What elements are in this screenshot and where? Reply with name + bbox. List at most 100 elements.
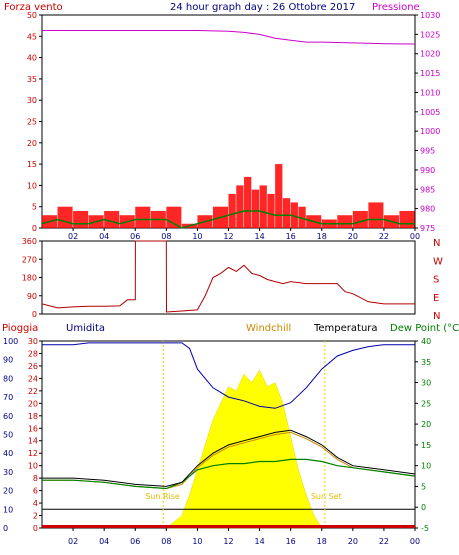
rain-y-tick-label: 8 xyxy=(33,474,38,483)
wind-y-tick-label: 50 xyxy=(27,11,37,20)
rain-y-tick-label: 24 xyxy=(28,374,38,383)
gust-bar xyxy=(104,210,120,228)
rain-y-tick-label: 2 xyxy=(33,512,38,521)
gust-bar xyxy=(282,198,291,228)
wind-x-tick-label: 00 xyxy=(410,232,420,241)
weather-x-tick-label: 10 xyxy=(192,537,202,546)
wind-x-tick-label: 18 xyxy=(317,232,327,241)
weather-x-tick-label: 08 xyxy=(161,537,171,546)
rain-y-tick-label: 28 xyxy=(28,349,38,358)
humidity-y-tick-label: 60 xyxy=(3,412,13,421)
rain-y-tick-label: 20 xyxy=(28,399,38,408)
wind-x-tick-label: 04 xyxy=(99,232,109,241)
gust-bar xyxy=(352,210,368,228)
rain-y-tick-label: 12 xyxy=(28,449,38,458)
solar-radiation-area xyxy=(165,369,323,529)
wind-x-tick-label: 06 xyxy=(130,232,140,241)
wind-y-tick-label: 25 xyxy=(27,118,37,127)
wind-y-tick-label: 15 xyxy=(27,160,37,169)
pressure-line xyxy=(42,30,416,45)
pressure-y-tick-label: 1025 xyxy=(420,30,440,39)
rain-y-tick-label: 18 xyxy=(28,412,38,421)
humidity-axis-title: Umidita xyxy=(66,323,105,334)
rain-y-tick-label: 6 xyxy=(33,487,38,496)
pressure-y-tick-label: 990 xyxy=(420,166,435,175)
wind-x-tick-label: 16 xyxy=(286,232,296,241)
gust-bar xyxy=(259,185,267,228)
gust-bar xyxy=(57,206,73,228)
gust-bar xyxy=(275,164,283,228)
rain-axis-title: Pioggia xyxy=(2,323,38,334)
compass-label: E xyxy=(433,293,439,304)
temp-y-tick-label: 0 xyxy=(421,503,426,512)
temp-y-tick-label: -5 xyxy=(421,524,429,533)
pressure-axis-title: Pressione xyxy=(372,2,420,13)
gust-bar xyxy=(290,202,298,228)
gust-bar xyxy=(135,206,151,228)
gust-bar xyxy=(228,193,236,228)
weather-x-tick-label: 02 xyxy=(68,537,78,546)
rain-y-tick-label: 30 xyxy=(28,337,38,346)
pressure-y-tick-label: 980 xyxy=(420,205,435,214)
panel-direction-frame xyxy=(41,240,416,315)
rain-y-tick-label: 26 xyxy=(28,362,38,371)
temp-y-tick-label: 20 xyxy=(421,420,431,429)
gust-bar xyxy=(73,210,89,228)
direction-y-tick-label: 360 xyxy=(22,237,37,246)
pressure-y-tick-label: 985 xyxy=(420,185,435,194)
wind-axis-title: Forza vento xyxy=(4,2,63,13)
temp-y-tick-label: 30 xyxy=(421,379,431,388)
rain-y-tick-label: 14 xyxy=(28,437,38,446)
rain-y-tick-label: 16 xyxy=(28,424,38,433)
temp-y-tick-label: 40 xyxy=(421,337,431,346)
gust-bar xyxy=(267,193,275,228)
weather-x-tick-label: 20 xyxy=(348,537,358,546)
pressure-y-tick-label: 1010 xyxy=(420,88,440,97)
temperature-legend: Temperatura xyxy=(313,323,378,334)
weather-x-tick-label: 18 xyxy=(317,537,327,546)
wind-x-tick-label: 14 xyxy=(254,232,264,241)
wind-x-tick-label: 20 xyxy=(348,232,358,241)
humidity-y-tick-label: 10 xyxy=(3,505,13,514)
wind-x-tick-label: 10 xyxy=(192,232,202,241)
humidity-y-tick-label: 90 xyxy=(3,356,13,365)
dewpoint-line xyxy=(42,458,416,490)
humidity-y-tick-label: 50 xyxy=(3,431,13,440)
temp-y-tick-label: 10 xyxy=(421,462,431,471)
direction-y-tick-label: 180 xyxy=(22,274,37,283)
rain-y-tick-label: 22 xyxy=(28,387,38,396)
gust-bar xyxy=(298,206,306,228)
pressure-y-tick-label: 1030 xyxy=(420,11,440,20)
weather-x-tick-label: 06 xyxy=(130,537,140,546)
chart-title: 24 hour graph day : 26 Ottobre 2017 xyxy=(170,2,355,13)
gust-bar xyxy=(368,202,384,228)
gust-bar xyxy=(244,176,252,228)
compass-label: S xyxy=(433,275,439,286)
humidity-y-tick-label: 0 xyxy=(3,524,8,533)
temp-y-tick-label: 25 xyxy=(421,399,431,408)
humidity-y-tick-label: 70 xyxy=(3,393,13,402)
humidity-y-tick-label: 40 xyxy=(3,449,13,458)
weather-x-tick-label: 14 xyxy=(254,537,264,546)
weather-x-tick-label: 00 xyxy=(410,537,420,546)
pressure-y-tick-label: 1005 xyxy=(420,108,440,117)
gust-bar xyxy=(236,185,244,228)
pressure-y-tick-label: 1015 xyxy=(420,69,440,78)
wind-y-tick-label: 0 xyxy=(32,224,37,233)
rain-y-tick-label: 4 xyxy=(33,499,38,508)
rain-y-tick-label: 10 xyxy=(28,462,38,471)
gust-bar xyxy=(337,215,353,228)
pressure-y-tick-label: 1020 xyxy=(420,50,440,59)
pressure-y-tick-label: 975 xyxy=(420,224,435,233)
temperature-line xyxy=(42,429,416,487)
weather-x-tick-label: 22 xyxy=(379,537,389,546)
rain-y-tick-label: 0 xyxy=(33,524,38,533)
wind-y-tick-label: 10 xyxy=(27,181,37,190)
sunset-label: Sun Set xyxy=(311,492,342,501)
humidity-y-tick-label: 80 xyxy=(3,374,13,383)
windchill-legend: Windchill xyxy=(246,323,291,334)
weather-x-tick-label: 16 xyxy=(286,537,296,546)
wind-y-tick-label: 20 xyxy=(27,139,37,148)
